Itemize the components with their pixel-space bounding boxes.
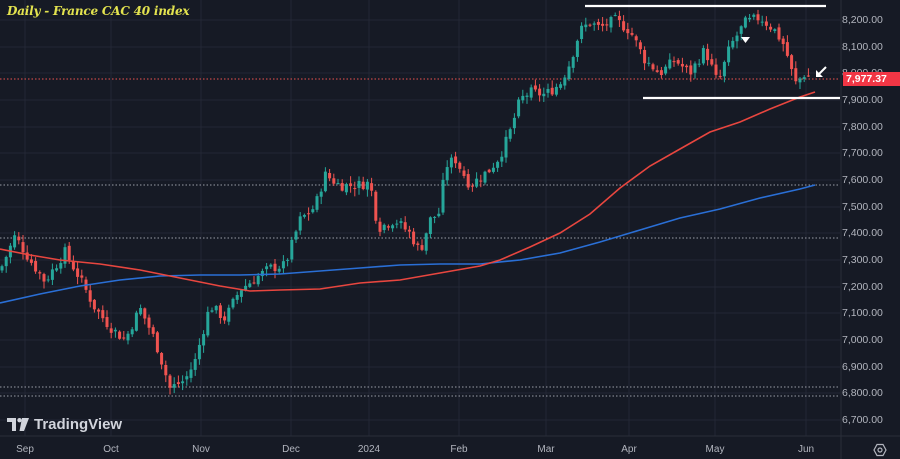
arrow-down-marker-icon: [741, 37, 750, 43]
price-tick: 8,200.00: [842, 14, 883, 26]
price-tick: 7,400.00: [842, 227, 883, 239]
time-tick: Apr: [621, 444, 637, 455]
time-tick: Dec: [282, 444, 300, 455]
time-tick: 2024: [357, 444, 381, 455]
time-tick: Oct: [103, 444, 119, 455]
price-tick: 6,700.00: [842, 414, 883, 426]
price-tick: 7,900.00: [842, 94, 883, 106]
time-tick: Sep: [16, 444, 34, 455]
tradingview-brand[interactable]: TradingView: [7, 416, 122, 433]
chart-title: Daily - France CAC 40 index: [7, 4, 190, 18]
time-tick: May: [705, 444, 725, 455]
moving-average-red: [0, 91, 816, 292]
current-price-badge: 7,977.37: [843, 72, 900, 86]
brand-name: TradingView: [34, 416, 123, 433]
time-tick: Mar: [537, 444, 555, 455]
price-tick: 7,200.00: [842, 281, 883, 293]
price-tick: 7,100.00: [842, 307, 883, 319]
price-tick: 6,800.00: [842, 387, 883, 399]
time-tick: Jun: [797, 444, 815, 455]
candlesticks: [0, 9, 810, 395]
time-tick: Feb: [450, 444, 468, 455]
price-tick: 7,000.00: [842, 334, 883, 346]
price-tick: 6,900.00: [842, 361, 883, 373]
price-tick: 7,500.00: [842, 201, 883, 213]
time-tick: Nov: [192, 444, 210, 455]
price-tick: 7,800.00: [842, 121, 883, 133]
arrow-pointer-icon: [816, 66, 827, 77]
grid: [0, 0, 840, 436]
price-tick: 7,600.00: [842, 174, 883, 186]
tradingview-logo-icon: [7, 418, 29, 431]
settings-icon[interactable]: [873, 443, 887, 457]
price-tick: 7,700.00: [842, 147, 883, 159]
dotted-reference-lines: [0, 184, 840, 397]
price-tick: 7,300.00: [842, 254, 883, 266]
moving-average-blue: [0, 184, 816, 304]
price-tick: 8,100.00: [842, 41, 883, 53]
